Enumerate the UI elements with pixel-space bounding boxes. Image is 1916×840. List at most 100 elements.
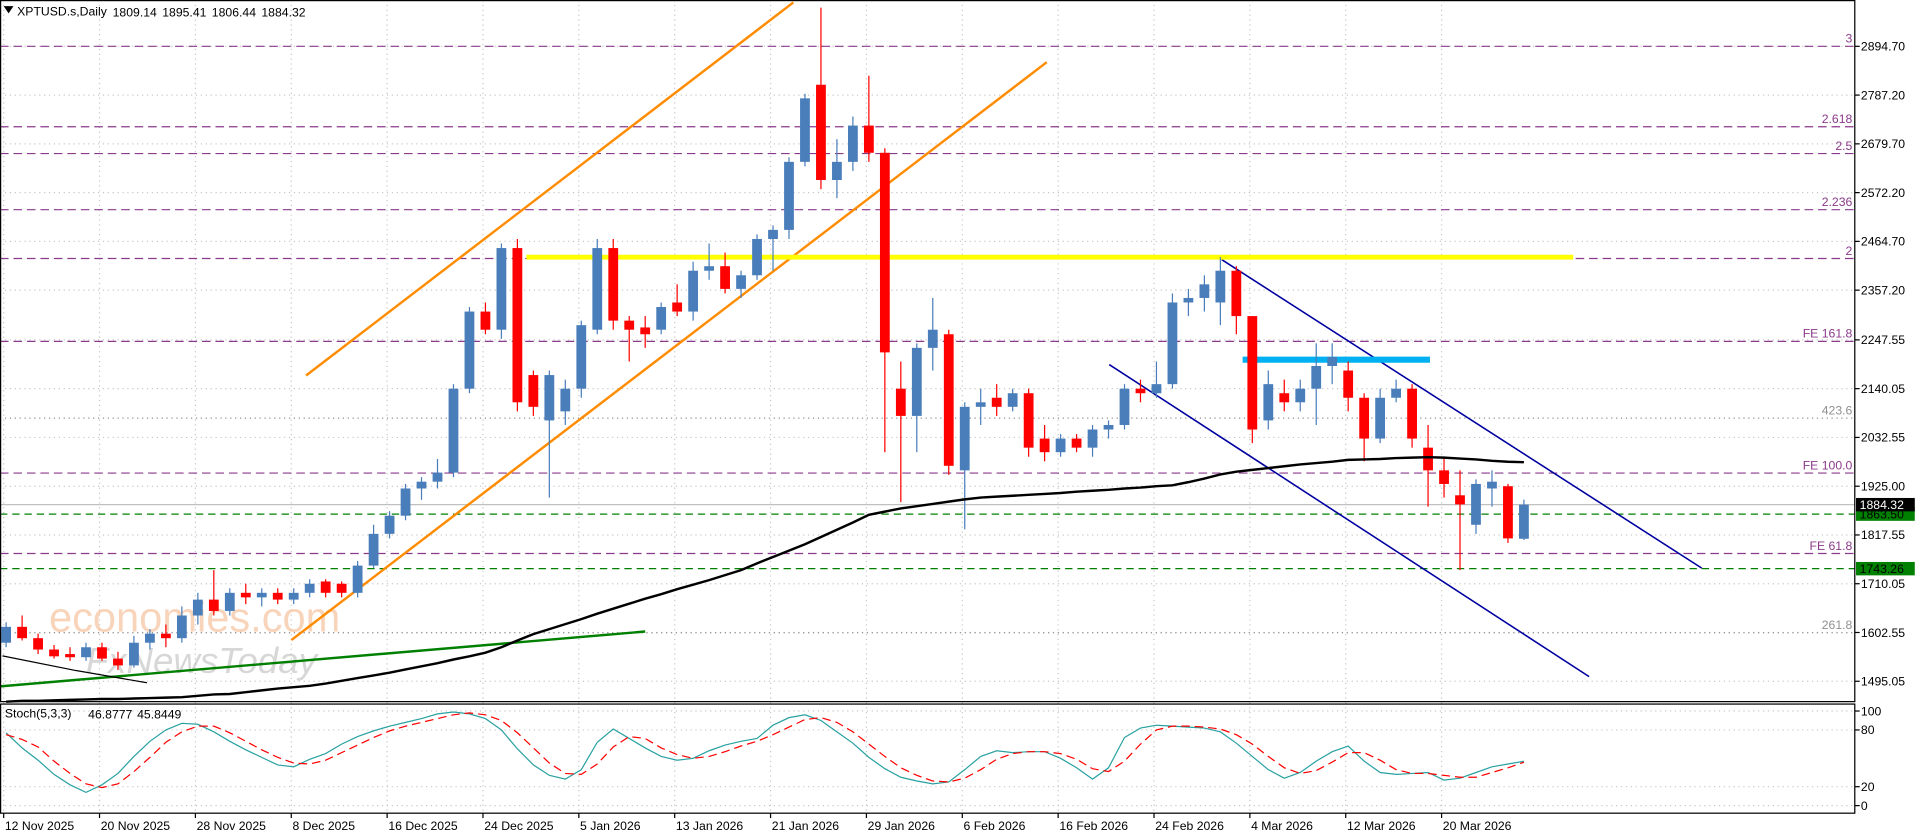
- main-panel-frame: [0, 0, 1856, 703]
- y-tick-label: 1495.05: [1861, 675, 1905, 689]
- candle-body: [528, 375, 539, 407]
- y-tick-label: 2787.20: [1861, 88, 1905, 102]
- candle-body: [943, 334, 954, 466]
- candle-body: [720, 266, 730, 289]
- trend-line: [0, 630, 646, 688]
- candle-body: [496, 248, 507, 330]
- candle-body: [1503, 486, 1513, 539]
- candle-body: [752, 238, 762, 276]
- candle-body: [256, 592, 267, 598]
- candle-body: [1471, 483, 1481, 525]
- candle-body: [879, 152, 890, 353]
- price-box-label: 1743.26: [1860, 562, 1904, 576]
- last-price-label: 1884.32: [1860, 498, 1904, 512]
- candle-body: [1439, 470, 1449, 484]
- candle-body: [991, 397, 1002, 407]
- candle-body: [911, 347, 922, 416]
- x-tick-label: 4 Mar 2026: [1251, 819, 1313, 833]
- fib-level-label: FE 100.0: [1803, 458, 1853, 472]
- candle-body: [1391, 388, 1402, 398]
- y-tick-label: 1817.55: [1861, 528, 1905, 542]
- candle-body: [384, 515, 395, 534]
- drawings: [0, 1, 1703, 688]
- candle-body: [1455, 495, 1465, 505]
- fib-level-label: FE 61.8: [1809, 539, 1852, 553]
- candle-body: [832, 161, 842, 181]
- candle-body: [368, 533, 379, 566]
- candle-body: [1039, 438, 1050, 453]
- y-tick-label: 2032.55: [1861, 431, 1905, 445]
- candle-body: [17, 626, 27, 639]
- candle-body: [512, 248, 523, 403]
- x-tick-label: 29 Jan 2026: [868, 819, 936, 833]
- x-tick-label: 24 Dec 2025: [484, 819, 554, 833]
- stoch-panel-frame: [0, 703, 1856, 814]
- axis-layer: 2894.70 2787.20 2679.70 2572.20 2464.70 2357.…: [3, 40, 1915, 833]
- candle-body: [736, 275, 746, 289]
- level-layer: 3 2.618 2.5 2.236 2 FE 161.8 423.6 FE 100.0 FE 6…: [0, 32, 1855, 634]
- candle-body: [768, 229, 778, 239]
- watermark-layer: economies.com FxNewsToday: [49, 594, 340, 681]
- stoch-line: [5, 712, 1525, 789]
- candle-body: [640, 327, 651, 335]
- candle-body: [224, 592, 235, 611]
- candle-body: [49, 649, 59, 657]
- y-tick-label: 1710.05: [1861, 577, 1905, 591]
- candle-body: [1231, 270, 1242, 317]
- candle-body: [1247, 316, 1258, 430]
- candle-body: [1, 626, 12, 643]
- candle-body: [1007, 393, 1018, 407]
- candle-body: [959, 406, 970, 471]
- stoch-y-tick-label: 100: [1861, 704, 1882, 718]
- candle-body: [304, 583, 315, 593]
- candle-body: [1119, 388, 1130, 425]
- candle-body: [1263, 384, 1274, 421]
- stoch-line: [5, 711, 1525, 794]
- candle-body: [927, 329, 938, 348]
- candle-body: [1423, 447, 1433, 471]
- candle-body: [1023, 393, 1034, 448]
- x-tick-label: 28 Nov 2025: [197, 819, 267, 833]
- candle-body: [464, 311, 475, 389]
- candle-body: [320, 581, 331, 593]
- candle-body: [176, 615, 187, 639]
- x-tick-label: 20 Mar 2026: [1443, 819, 1512, 833]
- y-tick-label: 2357.20: [1861, 283, 1905, 297]
- header-value: 1884.32: [261, 5, 305, 19]
- x-tick-label: 8 Dec 2025: [292, 819, 355, 833]
- trend-line: [2, 655, 148, 684]
- stoch-title: Stoch(5,3,3): [5, 707, 72, 721]
- last-price-box: [1856, 497, 1915, 512]
- candle-body: [847, 125, 858, 162]
- candle-body: [688, 270, 699, 312]
- candle-body: [1343, 370, 1354, 398]
- fib-level-label: 2.5: [1835, 139, 1852, 153]
- x-tick-label: 24 Feb 2026: [1155, 819, 1224, 833]
- candle-body: [1087, 429, 1098, 448]
- candle-body: [1311, 365, 1322, 389]
- fib-level-label: 3: [1846, 32, 1853, 46]
- trend-line: [290, 61, 1048, 642]
- x-tick-label: 13 Jan 2026: [676, 819, 744, 833]
- y-tick-label: 2572.20: [1861, 186, 1905, 200]
- candle-body: [129, 642, 139, 666]
- x-tick-label: 21 Jan 2026: [772, 819, 840, 833]
- candle-body: [1215, 270, 1226, 303]
- fib-level-label: 2.236: [1822, 195, 1853, 209]
- candle-body: [576, 325, 587, 389]
- x-tick-label: 5 Jan 2026: [580, 819, 641, 833]
- candle-body: [160, 633, 171, 639]
- stoch-value: 45.8449: [137, 708, 181, 722]
- candle-body: [704, 266, 715, 271]
- y-tick-label: 2679.70: [1861, 137, 1905, 151]
- candle-body: [400, 488, 411, 516]
- x-tick-label: 16 Dec 2025: [388, 819, 458, 833]
- fib-level-label: 423.6: [1822, 404, 1853, 418]
- moving-average: [6, 455, 1524, 703]
- candle-body: [352, 565, 363, 593]
- chart-title: XPTUSD.s,Daily: [17, 4, 108, 18]
- candle-body: [656, 307, 667, 330]
- candle-body: [272, 592, 283, 600]
- candle-body: [800, 98, 810, 162]
